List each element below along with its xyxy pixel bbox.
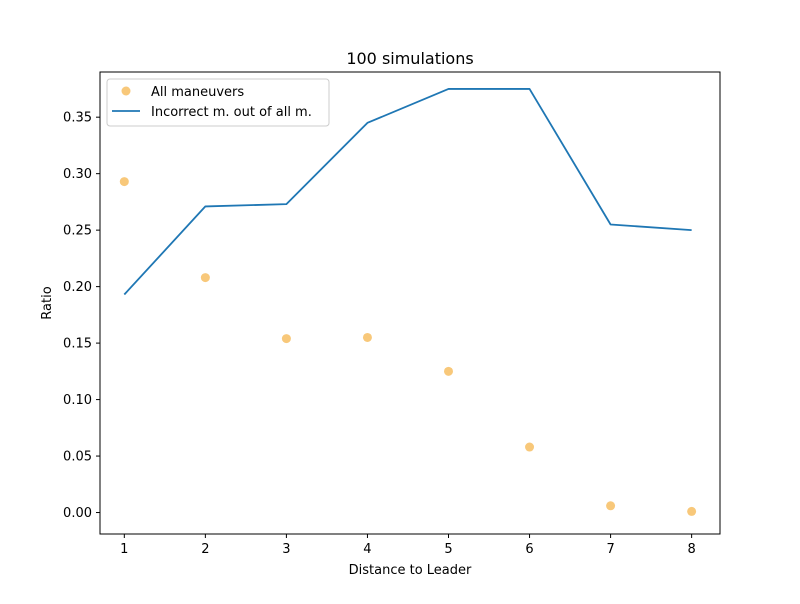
x-axis-label: Distance to Leader (349, 563, 472, 578)
plot-area (119, 88, 697, 516)
y-tick-label: 0.20 (63, 280, 92, 295)
y-tick-label: 0.15 (63, 337, 92, 352)
legend-box (106, 78, 330, 127)
x-tick-label: 4 (363, 542, 371, 557)
legend: All maneuvers Incorrect m. out of all m. (106, 78, 330, 127)
scatter-point-all-maneuvers (525, 442, 535, 452)
scatter-point-all-maneuvers (200, 273, 210, 283)
y-tick-label: 0.30 (63, 167, 92, 182)
y-tick-label: 0.35 (63, 111, 92, 126)
scatter-point-all-maneuvers (281, 334, 291, 344)
y-axis: 0.00 0.05 0.10 0.15 0.20 0.25 0.30 0.35 (63, 111, 100, 521)
scatter-point-all-maneuvers (443, 366, 453, 376)
y-axis-label: Ratio (40, 286, 55, 319)
scatter-point-all-maneuvers (119, 177, 129, 187)
series-line-incorrect (123, 88, 692, 296)
y-tick-label: 0.05 (63, 450, 92, 465)
x-tick-label: 5 (444, 542, 452, 557)
x-tick-label: 6 (525, 542, 533, 557)
legend-label-incorrect: Incorrect m. out of all m. (151, 105, 312, 120)
legend-marker-all-maneuvers (121, 86, 131, 96)
y-tick-label: 0.10 (63, 393, 92, 408)
scatter-point-all-maneuvers (606, 501, 616, 511)
x-tick-label: 7 (606, 542, 614, 557)
scatter-point-all-maneuvers (362, 332, 372, 342)
plot-frame (99, 71, 721, 535)
chart-title: 100 simulations (346, 49, 473, 68)
x-axis: 1 2 3 4 5 6 7 8 (120, 534, 696, 557)
y-tick-label: 0.00 (63, 506, 92, 521)
x-tick-label: 1 (120, 542, 128, 557)
scatter-point-all-maneuvers (687, 506, 697, 516)
legend-label-all-maneuvers: All maneuvers (151, 85, 244, 100)
y-tick-label: 0.25 (63, 224, 92, 239)
x-tick-label: 8 (687, 542, 695, 557)
x-tick-label: 2 (201, 542, 209, 557)
x-tick-label: 3 (282, 542, 290, 557)
